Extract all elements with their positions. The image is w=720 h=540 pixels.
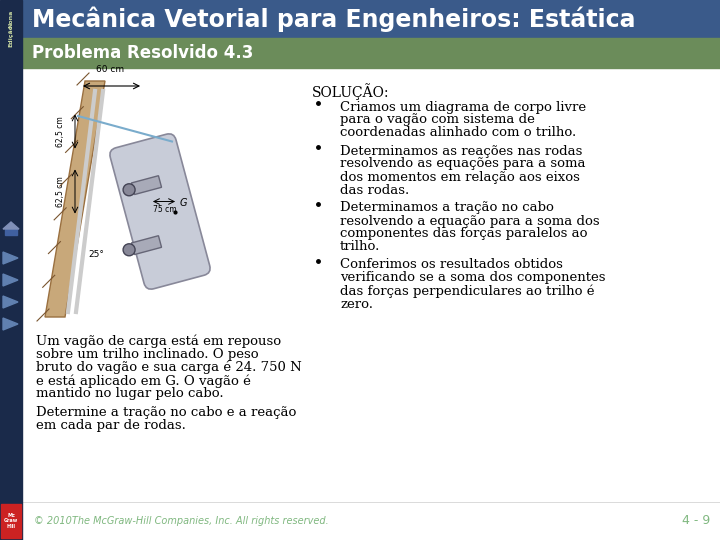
Polygon shape <box>3 318 18 330</box>
Text: Mecânica Vetorial para Engenheiros: Estática: Mecânica Vetorial para Engenheiros: Está… <box>32 6 636 32</box>
Bar <box>1 504 21 538</box>
Text: Conferimos os resultados obtidos: Conferimos os resultados obtidos <box>340 259 563 272</box>
Polygon shape <box>45 81 105 317</box>
Text: dos momentos em relação aos eixos: dos momentos em relação aos eixos <box>340 171 580 184</box>
Text: © 2010The McGraw-Hill Companies, Inc. All rights reserved.: © 2010The McGraw-Hill Companies, Inc. Al… <box>34 516 329 526</box>
Text: trilho.: trilho. <box>340 240 380 253</box>
Bar <box>132 235 161 254</box>
Text: 62,5 cm: 62,5 cm <box>55 116 65 147</box>
Text: Edição: Edição <box>9 24 14 47</box>
Text: mantido no lugar pelo cabo.: mantido no lugar pelo cabo. <box>36 387 224 400</box>
Ellipse shape <box>123 184 135 196</box>
Text: das forças perpendiculares ao trilho é: das forças perpendiculares ao trilho é <box>340 285 595 298</box>
FancyBboxPatch shape <box>110 134 210 289</box>
Text: das rodas.: das rodas. <box>340 184 409 197</box>
Text: 60 cm: 60 cm <box>96 65 125 74</box>
Text: Problema Resolvido 4.3: Problema Resolvido 4.3 <box>32 44 253 62</box>
Polygon shape <box>5 229 17 235</box>
Text: em cada par de rodas.: em cada par de rodas. <box>36 419 186 432</box>
Text: bruto do vagão e sua carga é 24. 750 N: bruto do vagão e sua carga é 24. 750 N <box>36 361 302 375</box>
Bar <box>132 176 161 194</box>
Polygon shape <box>3 296 18 308</box>
Polygon shape <box>3 274 18 286</box>
Bar <box>0 0 22 540</box>
Text: 4 - 9: 4 - 9 <box>682 515 710 528</box>
Text: componentes das forças paralelos ao: componentes das forças paralelos ao <box>340 227 588 240</box>
Polygon shape <box>3 222 19 229</box>
Text: Determine a tração no cabo e a reação: Determine a tração no cabo e a reação <box>36 406 297 419</box>
Text: Determinamos a tração no cabo: Determinamos a tração no cabo <box>340 201 554 214</box>
Text: Um vagão de carga está em repouso: Um vagão de carga está em repouso <box>36 335 281 348</box>
Text: resolvendo a equação para a soma dos: resolvendo a equação para a soma dos <box>340 214 600 227</box>
Text: zero.: zero. <box>340 298 373 310</box>
Text: sobre um trilho inclinado. O peso: sobre um trilho inclinado. O peso <box>36 348 258 361</box>
Text: verificando se a soma dos componentes: verificando se a soma dos componentes <box>340 272 606 285</box>
Text: Determinamos as reações nas rodas: Determinamos as reações nas rodas <box>340 145 582 158</box>
Text: G: G <box>180 199 187 208</box>
Text: Criamos um diagrama de corpo livre: Criamos um diagrama de corpo livre <box>340 100 586 113</box>
Text: 75 cm: 75 cm <box>153 205 177 213</box>
Text: coordenadas alinhado com o trilho.: coordenadas alinhado com o trilho. <box>340 126 576 139</box>
Text: SOLUÇÃO:: SOLUÇÃO: <box>312 83 390 100</box>
Bar <box>22 0 720 38</box>
Ellipse shape <box>123 244 135 256</box>
Text: Mc
Graw
Hill: Mc Graw Hill <box>4 512 18 529</box>
Polygon shape <box>3 252 18 264</box>
Bar <box>22 502 720 540</box>
Bar <box>22 38 720 68</box>
Text: Nona: Nona <box>9 10 14 28</box>
Text: resolvendo as equações para a soma: resolvendo as equações para a soma <box>340 158 585 171</box>
Text: para o vagão com sistema de: para o vagão com sistema de <box>340 113 535 126</box>
Text: 25°: 25° <box>88 250 104 259</box>
Text: e está aplicado em G. O vagão é: e está aplicado em G. O vagão é <box>36 374 251 388</box>
Text: 62,5 cm: 62,5 cm <box>55 176 65 207</box>
